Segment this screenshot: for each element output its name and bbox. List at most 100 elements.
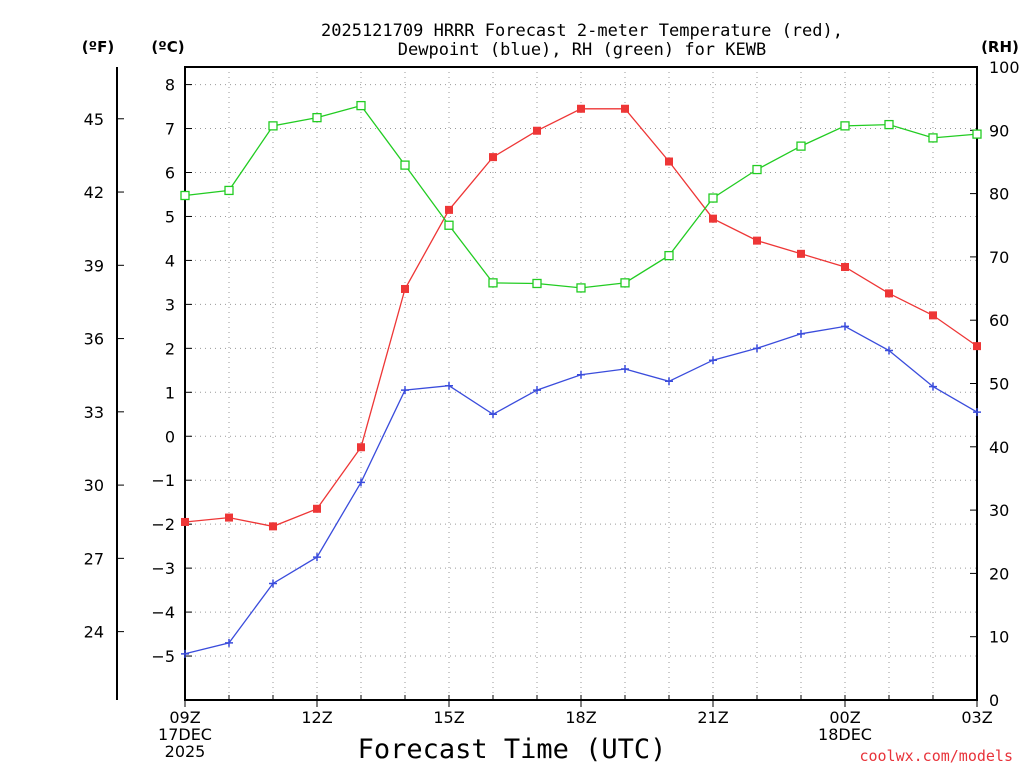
rh-point xyxy=(532,278,542,289)
tick-labels: −5−4−3−2−1012345678242730333639424501020… xyxy=(84,58,1020,761)
dewpoint-point xyxy=(181,649,189,658)
dewpoint-point xyxy=(225,638,233,647)
x-tick-label: 03Z xyxy=(961,708,992,727)
rh-point xyxy=(840,121,850,131)
rh-tick-label: 70 xyxy=(989,248,1009,267)
celsius-tick-label: 2 xyxy=(165,339,175,358)
fahrenheit-unit-label: (ºF) xyxy=(82,38,114,56)
rh-point xyxy=(664,250,674,261)
fahrenheit-tick-label: 24 xyxy=(84,623,104,642)
celsius-tick-label: 6 xyxy=(165,164,175,183)
rh-point xyxy=(928,133,938,143)
temperature-point xyxy=(533,126,541,135)
dewpoint-point xyxy=(929,382,937,391)
celsius-tick-label: −5 xyxy=(151,647,175,666)
rh-tick-label: 50 xyxy=(989,375,1009,394)
celsius-tick-label: −1 xyxy=(151,471,175,490)
celsius-tick-label: 8 xyxy=(165,76,175,95)
rh-point xyxy=(708,193,718,203)
rh-tick-label: 30 xyxy=(989,501,1009,520)
celsius-tick-label: 4 xyxy=(165,251,175,270)
temperature-point xyxy=(885,289,893,298)
x-tick-label: 17DEC xyxy=(158,725,212,744)
rh-point xyxy=(180,190,190,201)
dewpoint-point xyxy=(533,386,541,395)
dewpoint-point xyxy=(665,377,673,386)
dewpoint-point xyxy=(577,370,585,379)
x-axis-label: Forecast Time (UTC) xyxy=(358,734,667,765)
temperature-point xyxy=(445,205,453,214)
celsius-tick-label: −4 xyxy=(151,603,175,622)
series-markers xyxy=(180,100,982,658)
dewpoint-point xyxy=(621,364,629,373)
fahrenheit-tick-label: 42 xyxy=(84,183,104,202)
temperature-point xyxy=(269,522,277,531)
chart-title-line1: 2025121709 HRRR Forecast 2-meter Tempera… xyxy=(321,21,843,41)
dewpoint-point xyxy=(489,410,497,419)
fahrenheit-tick-label: 36 xyxy=(84,330,104,349)
chart-title-line2: Dewpoint (blue), RH (green) for KEWB xyxy=(398,40,766,60)
celsius-tick-label: 5 xyxy=(165,207,175,226)
temperature-point xyxy=(929,311,937,320)
rh-point xyxy=(972,129,982,139)
temperature-point xyxy=(841,263,849,272)
rh-point xyxy=(796,141,806,151)
temperature-point xyxy=(621,104,629,113)
dewpoint-point xyxy=(401,386,409,395)
rh-tick-label: 20 xyxy=(989,564,1009,583)
axes xyxy=(116,66,978,707)
dewpoint-point xyxy=(269,579,277,588)
rh-point xyxy=(268,121,278,131)
fahrenheit-tick-label: 39 xyxy=(84,256,104,275)
celsius-tick-label: 7 xyxy=(165,120,175,139)
rh-point xyxy=(312,112,322,123)
temperature-point xyxy=(577,104,585,113)
fahrenheit-tick-label: 33 xyxy=(84,403,104,422)
rh-point xyxy=(620,278,630,288)
fahrenheit-tick-label: 30 xyxy=(84,476,104,495)
dewpoint-point xyxy=(313,553,321,562)
x-tick-label: 18DEC xyxy=(818,725,872,744)
rh-point xyxy=(356,100,366,111)
celsius-tick-label: −2 xyxy=(151,515,175,534)
celsius-tick-label: 0 xyxy=(165,427,175,446)
rh-tick-label: 90 xyxy=(989,121,1009,140)
dewpoint-point xyxy=(753,344,761,353)
dewpoint-point xyxy=(841,322,849,331)
plot-frame xyxy=(184,66,978,701)
temperature-point xyxy=(225,513,233,522)
temperature-point xyxy=(665,157,673,166)
rh-point xyxy=(224,185,234,196)
x-tick-label: 00Z xyxy=(829,708,860,727)
x-tick-label: 15Z xyxy=(433,708,464,727)
x-tick-label: 2025 xyxy=(165,742,206,761)
rh-unit-label: (RH) xyxy=(981,38,1019,56)
temperature-point xyxy=(313,504,321,513)
rh-point xyxy=(400,160,410,170)
temperature-point xyxy=(753,236,761,245)
temperature-point xyxy=(181,517,189,526)
fahrenheit-tick-label: 27 xyxy=(84,549,104,568)
temperature-point xyxy=(401,284,409,293)
temperature-point xyxy=(973,342,981,351)
x-tick-label: 09Z xyxy=(169,708,200,727)
celsius-unit-label: (ºC) xyxy=(151,38,184,56)
celsius-tick-label: −3 xyxy=(151,559,175,578)
x-tick-label: 12Z xyxy=(301,708,332,727)
rh-point xyxy=(752,164,762,175)
rh-tick-label: 60 xyxy=(989,311,1009,330)
rh-tick-label: 10 xyxy=(989,628,1009,647)
rh-point xyxy=(488,278,498,288)
rh-tick-label: 100 xyxy=(989,58,1020,77)
credit-text: coolwx.com/models xyxy=(859,747,1013,765)
x-tick-label: 18Z xyxy=(565,708,596,727)
rh-point xyxy=(576,283,586,293)
dewpoint-point xyxy=(797,329,805,338)
rh-tick-label: 40 xyxy=(989,438,1009,457)
rh-tick-label: 80 xyxy=(989,185,1009,204)
rh-point xyxy=(444,220,454,230)
celsius-tick-label: 1 xyxy=(165,383,175,402)
x-tick-label: 21Z xyxy=(697,708,728,727)
gridlines xyxy=(184,67,978,700)
